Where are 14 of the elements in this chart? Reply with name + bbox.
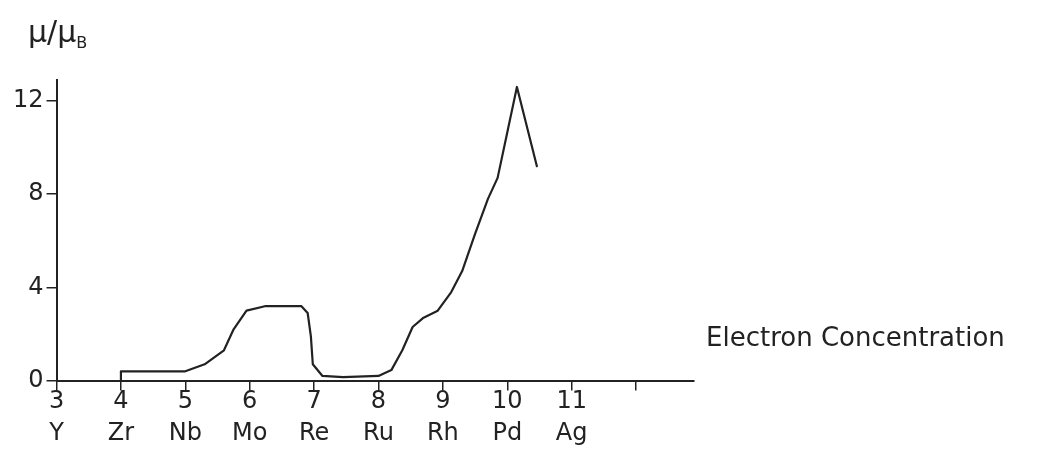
y-tick-label: 4 [28,271,44,300]
x-tick-label: 4 Zr [107,386,135,446]
x-tick-label: 7 Re [298,386,330,446]
y-tick-label: 0 [28,364,44,393]
y-tick-label: 8 [28,178,44,207]
x-tick-label: 6 Mo [232,386,268,446]
x-tick-label: 3 Y [48,386,65,446]
x-tick-label: 8 Ru [363,386,394,446]
x-tick-label: 5 Nb [168,386,202,446]
y-tick-label: 12 [12,85,44,114]
x-axis-title: Electron Concentration [706,322,1005,353]
x-tick-label: 9 Rh [426,386,459,446]
x-tick-label: 11 Ag [555,386,588,446]
x-tick-label: 10 Pd [492,386,523,446]
